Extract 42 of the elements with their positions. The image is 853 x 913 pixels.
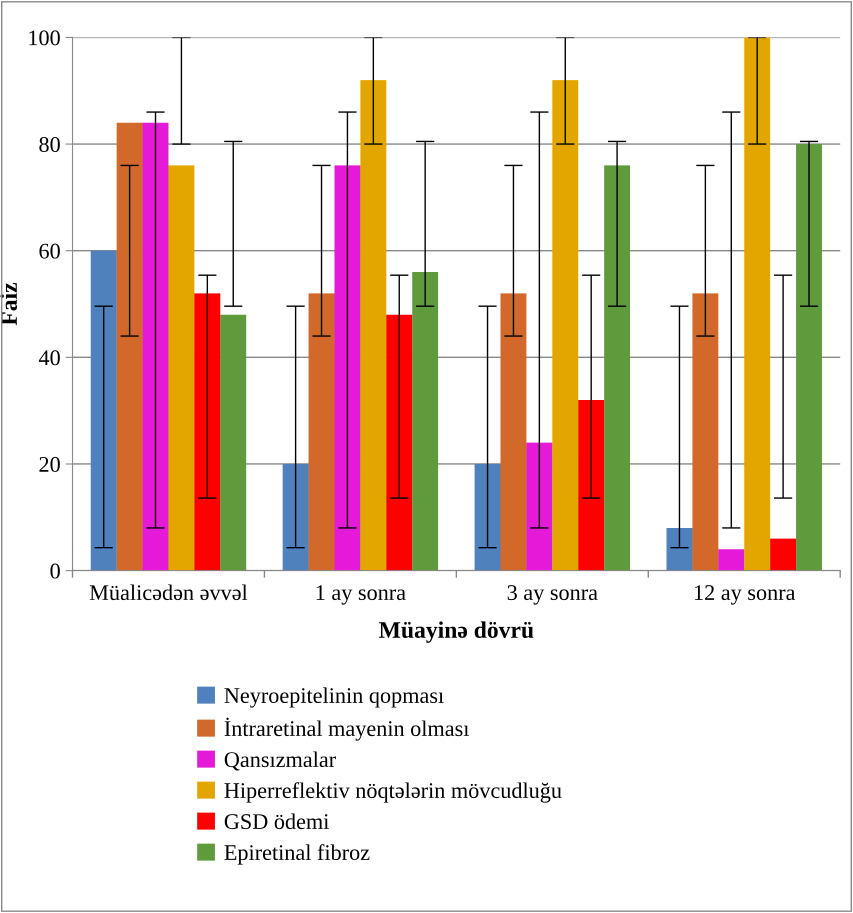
bar [220, 314, 246, 571]
y-axis-title: Faiz [0, 282, 18, 326]
bar [718, 549, 744, 571]
x-tick-label: 12 ay sonra [694, 585, 796, 605]
bar [412, 272, 438, 571]
y-tick-label: 60 [39, 244, 60, 259]
bar [474, 464, 500, 571]
bar [770, 538, 796, 571]
bar [386, 314, 412, 571]
bar [360, 80, 386, 571]
y-tick-label: 100 [29, 30, 60, 46]
y-tick-label: 80 [39, 137, 60, 152]
bar [142, 122, 168, 571]
bar [604, 165, 630, 571]
bar [282, 464, 309, 571]
bar [308, 293, 334, 571]
bar [500, 293, 526, 571]
x-tick-label: 1 ay sonra [316, 585, 406, 605]
bar [526, 442, 552, 571]
legend-label: Hiperreflektiv nöqtələrin mövcudluğu [224, 782, 562, 803]
bar [744, 37, 770, 571]
bar [334, 165, 360, 571]
bar [552, 80, 578, 571]
bar [116, 122, 143, 571]
x-tick-label: Müalicədən əvvəl [90, 584, 248, 600]
bar [692, 293, 718, 571]
bar [168, 165, 194, 571]
y-tick-label: 20 [39, 456, 60, 472]
bar [666, 528, 692, 571]
legend-label: Epiretinal fibroz [224, 844, 370, 865]
legend-label: Qansızmalar [224, 751, 336, 771]
legend-label: İntraretinal mayenin olması [224, 718, 469, 741]
bar [194, 293, 220, 571]
bar [578, 400, 604, 571]
y-tick-label: 40 [38, 350, 60, 366]
legend-label: GSD ödemi [224, 813, 329, 830]
y-tick-label: 0 [50, 564, 60, 579]
x-tick-label: 3 ay sonra [508, 585, 598, 605]
x-axis-title: Müayinə dövrü [379, 621, 534, 643]
legend-label: Neyroepitelinin qopması [224, 687, 444, 708]
bar [90, 250, 117, 571]
bar [796, 144, 822, 571]
